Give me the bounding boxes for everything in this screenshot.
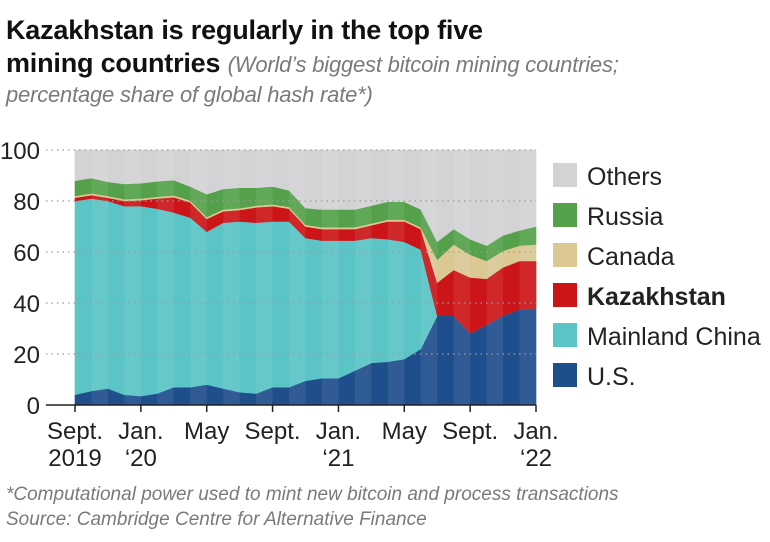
legend-label: Russia xyxy=(587,203,664,231)
y-tick-label: 100 xyxy=(0,138,40,165)
x-tick-label-year: 2019 xyxy=(48,445,101,470)
y-tick-label: 40 xyxy=(13,291,40,318)
month-stripe xyxy=(354,150,372,405)
legend-label: Kazakhstan xyxy=(587,283,726,311)
footnote-text: *Computational power used to mint new bi… xyxy=(6,484,619,505)
title-line-1: Kazakhstan is regularly in the top five xyxy=(6,15,483,45)
x-tick-label: May xyxy=(184,418,229,445)
month-stripe xyxy=(157,150,174,405)
source-text: Source: Cambridge Centre for Alternative… xyxy=(6,509,427,530)
x-tick-label: May xyxy=(382,418,427,445)
x-tick-label: Sept. xyxy=(245,418,301,445)
x-tick-label-year: ‘22 xyxy=(520,445,552,470)
legend-label: Others xyxy=(587,163,662,191)
month-stripe xyxy=(124,150,141,405)
x-tick-label-year: ‘21 xyxy=(322,445,354,470)
title-line-2: mining countries xyxy=(6,48,221,78)
gridlines xyxy=(46,149,536,405)
footnote: *Computational power used to mint new bi… xyxy=(6,482,619,532)
month-stripe xyxy=(223,150,240,405)
month-stripe xyxy=(420,150,438,405)
y-tick-label: 80 xyxy=(13,189,40,216)
month-stripe xyxy=(486,150,504,405)
plot-area xyxy=(74,149,537,406)
legend-swatch-russia xyxy=(553,203,577,227)
month-stripe xyxy=(519,150,536,405)
y-tick-label: 0 xyxy=(27,393,40,420)
x-tick-label: Jan. xyxy=(118,418,163,445)
y-tick-label: 60 xyxy=(13,240,40,267)
legend: Others Russia Canada Kazakhstan Mainland Chi… xyxy=(553,163,761,391)
legend-label: U.S. xyxy=(587,363,636,391)
month-stripe xyxy=(453,150,471,405)
month-stripe xyxy=(91,150,108,405)
legend-swatch-mainland-china xyxy=(553,323,577,347)
legend-swatch-others xyxy=(553,163,577,187)
legend-label: Canada xyxy=(587,243,675,271)
legend-label: Mainland China xyxy=(587,323,761,351)
x-tick-label: Jan. xyxy=(316,418,361,445)
chart-title: Kazakhstan is regularly in the top five … xyxy=(6,14,766,109)
month-stripe xyxy=(256,150,273,405)
x-tick-label-year: ‘20 xyxy=(125,445,157,470)
month-stripe xyxy=(321,150,339,405)
month-stripe xyxy=(289,150,306,405)
subtitle-part-2: percentage share of global hash rate*) xyxy=(6,82,373,107)
subtitle-part-1: (World’s biggest bitcoin mining countrie… xyxy=(227,52,619,77)
y-tick-label: 20 xyxy=(13,342,40,369)
legend-swatch-kazakhstan xyxy=(553,283,577,307)
x-tick-label: Sept. xyxy=(442,418,498,445)
month-stripe xyxy=(190,150,207,405)
x-tick-label: Sept. xyxy=(47,418,103,445)
legend-swatch-canada xyxy=(553,243,577,267)
month-stripe xyxy=(387,150,405,405)
legend-swatch-u-s- xyxy=(553,363,577,387)
x-tick-label: Jan. xyxy=(513,418,558,445)
